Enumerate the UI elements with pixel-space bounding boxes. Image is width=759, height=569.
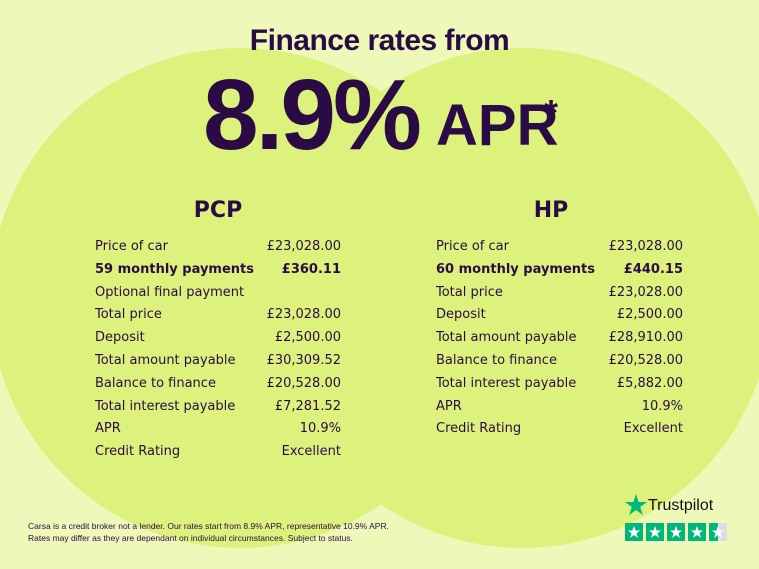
row-value: 10.9% bbox=[641, 398, 683, 414]
row-value: £5,882.00 bbox=[616, 375, 683, 391]
asterisk: * bbox=[544, 92, 559, 133]
row-label: Price of car bbox=[95, 239, 168, 254]
row-value: £23,028.00 bbox=[608, 284, 683, 300]
brand: Trustpilot bbox=[648, 497, 714, 514]
row-label: Balance to finance bbox=[95, 375, 216, 391]
row-value: £23,028.00 bbox=[608, 239, 683, 254]
row-value: £28,910.00 bbox=[608, 330, 683, 346]
row-label: Total price bbox=[95, 307, 162, 323]
row-value: £2,500.00 bbox=[274, 330, 341, 346]
rate: 8.9% bbox=[203, 59, 422, 171]
row-label: 59 monthly payments bbox=[95, 261, 254, 277]
row-label: Balance to finance bbox=[436, 353, 557, 368]
row-label: Credit Rating bbox=[436, 421, 522, 437]
row-label: APR bbox=[436, 398, 462, 414]
row-label: Optional final payment bbox=[95, 284, 245, 300]
row-label: 60 monthly payments bbox=[436, 261, 595, 277]
disclaimer: Rates may differ as they are dependant o… bbox=[28, 533, 353, 543]
row-label: Total price bbox=[436, 284, 503, 300]
row-label: Deposit bbox=[436, 307, 486, 323]
bg-circle bbox=[272, 48, 759, 548]
row-value: £440.15 bbox=[623, 261, 683, 277]
row-value: £20,528.00 bbox=[608, 353, 683, 368]
disclaimer: Carsa is a credit broker not a lender. O… bbox=[28, 521, 389, 531]
row-value: £20,528.00 bbox=[266, 375, 341, 391]
row-label: Total interest payable bbox=[436, 375, 577, 391]
row-value: £2,500.00 bbox=[616, 307, 683, 323]
row-value: 10.9% bbox=[299, 421, 341, 437]
title: Finance rates from bbox=[249, 24, 510, 57]
row-label: APR bbox=[95, 421, 121, 437]
row-value: £23,028.00 bbox=[266, 239, 341, 254]
apr: APR bbox=[436, 93, 559, 158]
table-heading: PCP bbox=[193, 198, 243, 223]
row-value: £360.11 bbox=[281, 261, 341, 277]
row-label: Credit Rating bbox=[95, 444, 181, 460]
row-label: Price of car bbox=[436, 239, 509, 254]
row-value: Excellent bbox=[281, 444, 341, 460]
row-label: Total interest payable bbox=[95, 398, 236, 414]
trustpilot-logo bbox=[625, 494, 727, 541]
row-label: Deposit bbox=[95, 330, 145, 346]
row-label: Total amount payable bbox=[436, 330, 577, 346]
row-value: Excellent bbox=[623, 421, 683, 437]
table-heading: HP bbox=[533, 198, 569, 223]
row-value: £30,309.52 bbox=[266, 353, 341, 368]
row-value: £23,028.00 bbox=[266, 307, 341, 323]
row-value: £7,281.52 bbox=[274, 398, 341, 414]
row-label: Total amount payable bbox=[95, 353, 236, 368]
